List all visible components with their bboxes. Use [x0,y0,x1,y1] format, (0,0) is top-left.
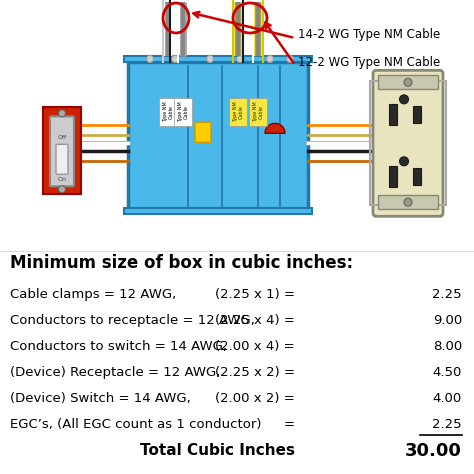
Circle shape [400,95,409,104]
Text: 8.00: 8.00 [433,340,462,354]
Circle shape [400,157,409,166]
FancyBboxPatch shape [390,104,398,125]
Text: Conductors to switch = 14 AWG,: Conductors to switch = 14 AWG, [10,340,227,354]
Text: Total Cubic Inches: Total Cubic Inches [140,444,295,458]
Text: Off: Off [57,135,67,140]
Text: (2.25 x 2) =: (2.25 x 2) = [215,366,295,379]
Circle shape [237,55,244,63]
FancyBboxPatch shape [124,56,312,62]
Text: (Device) Switch = 14 AWG,: (Device) Switch = 14 AWG, [10,392,191,405]
Circle shape [58,110,65,117]
Circle shape [266,55,273,63]
FancyBboxPatch shape [124,208,312,214]
Text: Conductors to receptacle = 12 AWG,: Conductors to receptacle = 12 AWG, [10,314,255,328]
Text: (2.00 x 2) =: (2.00 x 2) = [215,392,295,405]
Circle shape [58,186,65,193]
FancyBboxPatch shape [43,107,81,194]
FancyBboxPatch shape [195,122,211,142]
Text: 2.25: 2.25 [432,288,462,301]
Circle shape [286,55,293,63]
FancyBboxPatch shape [128,62,308,210]
Text: 9.00: 9.00 [433,314,462,328]
Wedge shape [265,123,285,133]
Circle shape [404,78,412,86]
Text: 14-2 WG Type NM Cable: 14-2 WG Type NM Cable [298,28,440,42]
Text: (2.25 x 1) =: (2.25 x 1) = [215,288,295,301]
Text: Minimum size of box in cubic inches:: Minimum size of box in cubic inches: [10,254,353,272]
Text: 4.00: 4.00 [433,392,462,405]
Text: (2.25 x 4) =: (2.25 x 4) = [215,314,295,328]
Text: EGC’s, (All EGC count as 1 conductor): EGC’s, (All EGC count as 1 conductor) [10,419,262,431]
Text: 4.50: 4.50 [433,366,462,379]
Text: On: On [57,177,66,182]
Text: 30.00: 30.00 [405,442,462,460]
FancyBboxPatch shape [413,106,421,123]
FancyBboxPatch shape [50,116,74,186]
Circle shape [172,55,179,63]
Text: Type NM
Cable: Type NM Cable [163,101,173,122]
Text: Type NM
Cable: Type NM Cable [233,101,244,122]
FancyBboxPatch shape [378,195,438,210]
Text: Cable clamps = 12 AWG,: Cable clamps = 12 AWG, [10,288,176,301]
Text: Type NM
Cable: Type NM Cable [178,101,188,122]
Text: =: = [284,419,295,431]
Text: (2.00 x 4) =: (2.00 x 4) = [215,340,295,354]
Circle shape [404,198,412,206]
Text: Type NM
Cable: Type NM Cable [253,101,264,122]
Text: (Device) Receptacle = 12 AWG,: (Device) Receptacle = 12 AWG, [10,366,220,379]
FancyBboxPatch shape [390,166,398,187]
FancyBboxPatch shape [56,144,68,174]
FancyBboxPatch shape [378,75,438,89]
Circle shape [207,55,213,63]
FancyBboxPatch shape [373,70,443,216]
Text: 12-2 WG Type NM Cable: 12-2 WG Type NM Cable [298,56,440,70]
Circle shape [146,55,154,63]
Text: 2.25: 2.25 [432,419,462,431]
FancyBboxPatch shape [413,168,421,185]
